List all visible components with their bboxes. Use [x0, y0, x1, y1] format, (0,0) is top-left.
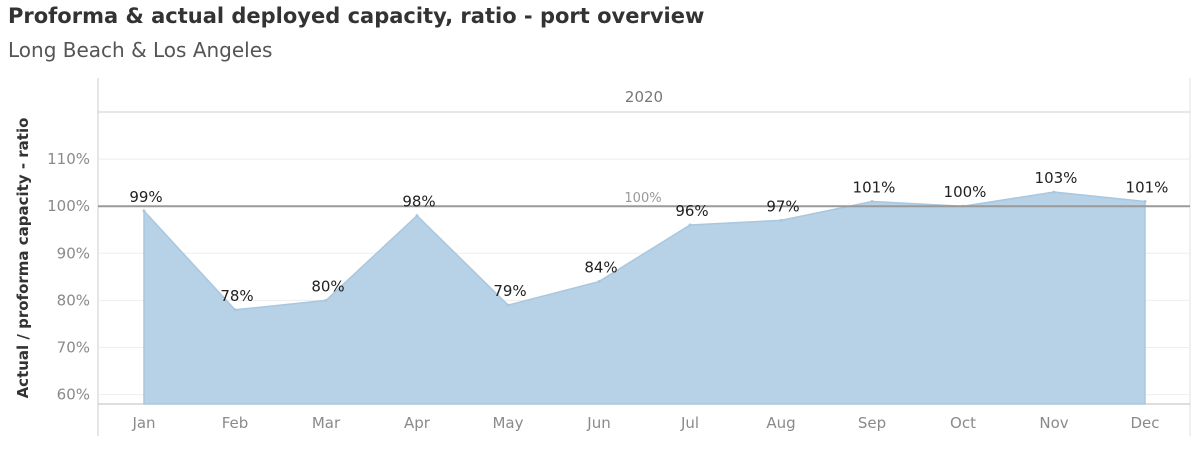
y-tick-label: 60%	[57, 386, 90, 404]
series-area	[143, 191, 1146, 405]
tick-layer: 60% 70% 80% 90% 100% 110% Jan Feb Mar Apr May Jun Ju…	[47, 150, 1159, 432]
x-tick-label: Jul	[680, 414, 699, 432]
x-tick-label: Sep	[858, 414, 886, 432]
x-tick-label: Feb	[222, 414, 249, 432]
data-point	[1143, 199, 1147, 203]
y-axis-label: Actual / proforma capacity - ratio	[14, 118, 32, 399]
y-tick-label: 90%	[57, 244, 90, 262]
x-tick-label: Dec	[1130, 414, 1159, 432]
data-label: 80%	[311, 277, 344, 295]
data-point	[233, 308, 237, 312]
data-label: 98%	[402, 193, 435, 211]
panel-header: 2020	[625, 88, 663, 106]
data-label: 101%	[1126, 178, 1169, 196]
data-label: 101%	[853, 178, 896, 196]
y-tick-label: 100%	[47, 197, 90, 215]
data-label: 103%	[1035, 169, 1078, 187]
data-point	[779, 218, 783, 222]
x-tick-label: Jan	[131, 414, 155, 432]
data-label: 99%	[129, 188, 162, 206]
data-label: 79%	[493, 282, 526, 300]
data-point	[597, 280, 601, 284]
data-point	[324, 298, 328, 302]
data-label: 78%	[220, 287, 253, 305]
x-tick-label: Nov	[1039, 414, 1068, 432]
data-point	[506, 303, 510, 307]
chart-subtitle: Long Beach & Los Angeles	[8, 38, 273, 62]
data-point	[870, 199, 874, 203]
reference-line-label: 100%	[624, 191, 661, 206]
data-point	[142, 209, 146, 213]
data-label: 96%	[675, 202, 708, 220]
chart-title: Proforma & actual deployed capacity, rat…	[8, 4, 705, 28]
data-point	[1052, 190, 1056, 194]
x-tick-label: Oct	[950, 414, 976, 432]
data-label: 97%	[766, 197, 799, 215]
area-layer	[142, 190, 1147, 405]
data-point	[688, 223, 692, 227]
x-tick-label: Apr	[404, 414, 431, 432]
x-tick-label: Jun	[586, 414, 610, 432]
data-point	[415, 214, 419, 218]
x-tick-label: Mar	[312, 414, 341, 432]
data-label: 100%	[944, 183, 987, 201]
data-label-layer: 99% 78% 80% 98% 79% 84% 96% 97% 101% 100% 103% 101%	[129, 169, 1168, 305]
x-tick-label: May	[492, 414, 523, 432]
x-tick-label: Aug	[766, 414, 795, 432]
data-label: 84%	[584, 259, 617, 277]
y-tick-label: 110%	[47, 150, 90, 168]
y-tick-label: 80%	[57, 291, 90, 309]
y-tick-label: 70%	[57, 338, 90, 356]
